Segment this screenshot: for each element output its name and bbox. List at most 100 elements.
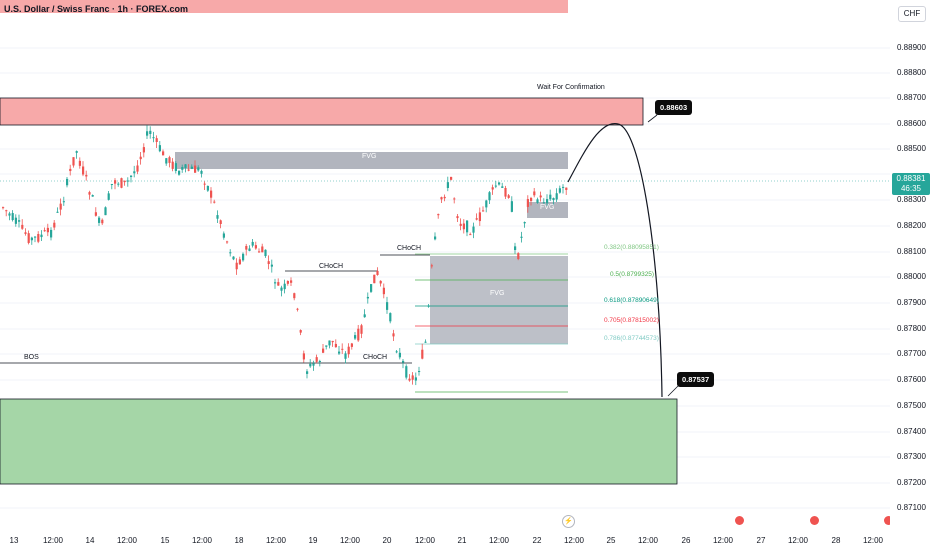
candle-body (40, 234, 43, 238)
time-tick-label: 20 (382, 536, 392, 545)
price-tick-label: 0.87300 (897, 452, 926, 461)
candle-body (338, 351, 341, 354)
candle-body (379, 280, 382, 284)
candle-body (427, 305, 430, 307)
candle-body (72, 157, 75, 166)
candle-body (491, 187, 494, 190)
price-tick-label: 0.88000 (897, 272, 926, 281)
candle-body (59, 203, 62, 210)
time-tick-label: 12:00 (712, 536, 734, 545)
candle-body (181, 167, 184, 170)
candle-body (466, 220, 469, 233)
target-high-callout[interactable]: 0.88603 (655, 100, 693, 115)
bos-label: BOS (24, 354, 39, 361)
candle-body (30, 237, 33, 241)
price-tick-label: 0.88500 (897, 144, 926, 153)
candle-body (187, 169, 190, 171)
candle-body (418, 370, 421, 373)
candle-body (546, 199, 549, 204)
candle-body (312, 363, 315, 366)
candle-body (75, 151, 78, 153)
candle-body (354, 335, 357, 339)
chart-canvas[interactable] (0, 0, 890, 550)
candle-body (306, 371, 309, 374)
fib-label-0382: 0.382(0.88095851) (604, 244, 659, 251)
time-tick-label: 21 (457, 536, 467, 545)
candle-body (552, 198, 555, 201)
price-tick-label: 0.87200 (897, 478, 926, 487)
candle-body (402, 360, 405, 363)
candle-body (210, 190, 213, 198)
currency-button[interactable]: CHF (898, 6, 926, 22)
candle-body (363, 314, 366, 318)
candle-body (8, 213, 11, 216)
price-tick-label: 0.87500 (897, 401, 926, 410)
candle-body (341, 348, 344, 350)
candle-body (254, 245, 257, 249)
candle-body (437, 214, 440, 216)
candle-body (382, 287, 385, 295)
candle-body (315, 357, 318, 362)
us-flag-event-icon[interactable] (810, 516, 819, 525)
candle-body (274, 282, 277, 284)
lightning-icon[interactable]: ⚡ (562, 515, 575, 528)
candle-body (11, 213, 14, 221)
top-resistance-banner (0, 0, 568, 13)
fib-label-0705: 0.705(0.87815002) (604, 317, 659, 324)
candle-body (133, 171, 136, 174)
candle-body (405, 366, 408, 378)
candle-body (94, 212, 97, 216)
candle-body (178, 170, 181, 175)
candle-body (389, 313, 392, 322)
fvg-small-label: FVG (540, 204, 555, 211)
candle-body (277, 282, 280, 286)
candle-body (242, 253, 245, 261)
time-tick-label: 14 (85, 536, 95, 545)
candle-body (373, 274, 376, 284)
symbol-title[interactable]: U.S. Dollar / Swiss Franc · 1h · FOREX.c… (4, 4, 189, 14)
candle-body (395, 351, 398, 353)
candle-body (450, 176, 453, 180)
candle-body (350, 343, 353, 347)
price-axis[interactable] (890, 0, 932, 550)
time-tick-label: 12:00 (637, 536, 659, 545)
candle-body (219, 220, 222, 225)
fvg-upper-label: FVG (362, 153, 377, 160)
time-tick-label: 15 (160, 536, 170, 545)
target-low-callout[interactable]: 0.87537 (677, 372, 715, 387)
candle-body (248, 248, 251, 251)
candle-body (555, 193, 558, 200)
candle-body (434, 236, 437, 240)
candle-body (107, 193, 110, 200)
candle-body (446, 182, 449, 188)
candle-body (472, 226, 475, 233)
time-tick-label: 12:00 (563, 536, 585, 545)
candle-body (469, 234, 472, 236)
candle-body (53, 222, 56, 228)
candle-body (82, 166, 85, 175)
wait-confirmation-label: Wait For Confirmation (537, 84, 605, 91)
candle-body (309, 363, 312, 367)
time-tick-label: 27 (756, 536, 766, 545)
price-tick-label: 0.88800 (897, 68, 926, 77)
candle-body (328, 340, 331, 346)
time-tick-label: 28 (831, 536, 841, 545)
candle-body (296, 308, 299, 310)
candle-body (443, 196, 446, 199)
time-tick-label: 12:00 (414, 536, 436, 545)
candle-body (120, 178, 123, 188)
candle-body (510, 201, 513, 212)
candle-body (504, 187, 507, 197)
candle-body (139, 156, 142, 160)
candle-body (318, 360, 321, 363)
chart-area[interactable]: U.S. Dollar / Swiss Franc · 1h · FOREX.c… (0, 0, 893, 550)
choch-label-2: CHoCH (363, 354, 388, 361)
candle-body (88, 192, 91, 195)
candle-series (2, 125, 568, 386)
time-tick-label: 18 (234, 536, 244, 545)
us-flag-event-icon[interactable] (735, 516, 744, 525)
us-flag-event-icon[interactable] (884, 516, 893, 525)
candle-body (482, 210, 485, 212)
candle-body (453, 198, 456, 200)
candle-body (539, 195, 542, 198)
